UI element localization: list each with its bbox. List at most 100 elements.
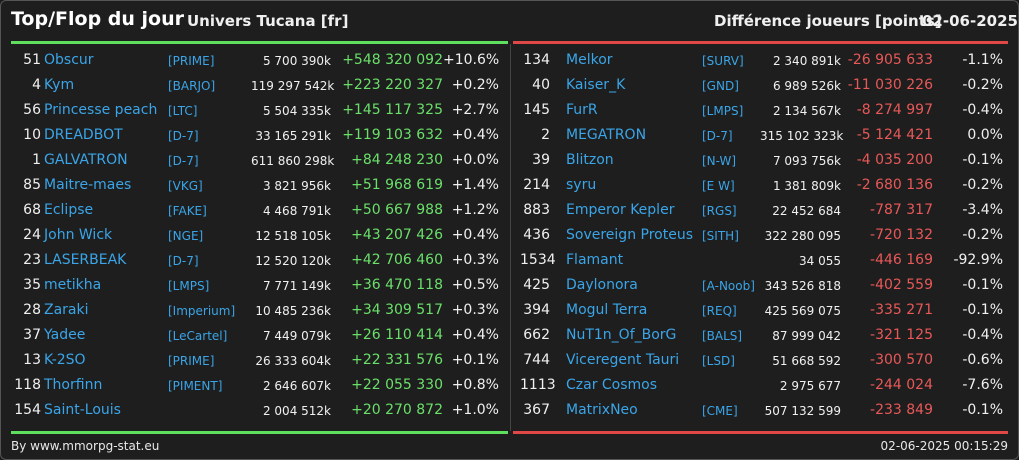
player-name-link[interactable]: DREADBOT bbox=[44, 127, 123, 143]
player-name-link[interactable]: Yadee bbox=[44, 327, 86, 343]
alliance-tag-link[interactable]: [FAKE] bbox=[168, 204, 207, 218]
player-name-link[interactable]: Daylonora bbox=[566, 277, 638, 293]
player-name-link[interactable]: Princesse peach bbox=[44, 102, 158, 118]
table-row: 4 Kym [BARJO] 119 297 542k +223 220 327 +0.2% bbox=[1, 73, 501, 98]
player-name-link[interactable]: John Wick bbox=[44, 227, 113, 243]
table-row: 662 NuT1n_Of_BorG [BALS] 87 999 042 -321 125… bbox=[510, 323, 1010, 348]
player-name-link[interactable]: MatrixNeo bbox=[566, 402, 638, 418]
alliance-tag-link[interactable]: [D-7] bbox=[168, 254, 199, 268]
player-points: 7 771 149k bbox=[262, 279, 331, 293]
alliance-tag-link[interactable]: [REQ] bbox=[702, 304, 737, 318]
header-date: 02-06-2025 bbox=[922, 12, 1018, 30]
player-name-link[interactable]: Emperor Kepler bbox=[566, 202, 675, 218]
points-difference: +50 667 988 bbox=[351, 202, 443, 218]
player-name-link[interactable]: FurR bbox=[566, 102, 598, 118]
points-difference: +145 117 325 bbox=[342, 102, 443, 118]
alliance-tag-link[interactable]: [RGS] bbox=[702, 204, 737, 218]
player-rank: 13 bbox=[23, 352, 41, 368]
points-difference: -11 030 226 bbox=[847, 77, 933, 93]
percent-change: -0.2% bbox=[962, 77, 1003, 93]
points-difference: +51 968 619 bbox=[351, 177, 443, 193]
player-name-link[interactable]: LASERBEAK bbox=[44, 252, 127, 268]
percent-change: +0.4% bbox=[451, 227, 499, 243]
player-name-link[interactable]: Blitzon bbox=[566, 152, 614, 168]
table-row: 2 MEGATRON [D-7] 315 102 323k -5 124 421 0.0% bbox=[510, 123, 1010, 148]
alliance-tag-link[interactable]: [SURV] bbox=[702, 54, 744, 68]
alliance-tag-link[interactable]: [LTC] bbox=[168, 104, 198, 118]
alliance-tag-link[interactable]: [E W] bbox=[702, 179, 735, 193]
player-name-link[interactable]: Maitre-maes bbox=[44, 177, 132, 193]
player-name-link[interactable]: GALVATRON bbox=[44, 152, 128, 168]
player-name-link[interactable]: syru bbox=[566, 177, 597, 193]
points-difference: -720 132 bbox=[870, 227, 933, 243]
player-name-link[interactable]: Thorfinn bbox=[44, 377, 103, 393]
player-name-link[interactable]: Kaiser_K bbox=[566, 77, 626, 93]
alliance-tag-link[interactable]: [Imperium] bbox=[168, 304, 236, 318]
alliance-tag-link[interactable]: [LMPS] bbox=[168, 279, 210, 293]
player-name-link[interactable]: NuT1n_Of_BorG bbox=[566, 327, 677, 343]
alliance-tag-link[interactable]: [A-Noob] bbox=[702, 279, 755, 293]
alliance-tag-link[interactable]: [VKG] bbox=[168, 179, 203, 193]
player-name-link[interactable]: Melkor bbox=[566, 52, 613, 68]
player-name-link[interactable]: Saint-Louis bbox=[44, 402, 121, 418]
percent-change: -0.2% bbox=[962, 227, 1003, 243]
player-rank: 134 bbox=[523, 52, 550, 68]
player-points: 5 700 390k bbox=[262, 54, 331, 68]
player-name-link[interactable]: MEGATRON bbox=[566, 127, 647, 143]
points-difference: +26 110 414 bbox=[351, 327, 443, 343]
alliance-tag-link[interactable]: [GND] bbox=[702, 79, 739, 93]
player-rank: 68 bbox=[23, 202, 41, 218]
player-name-link[interactable]: Czar Cosmos bbox=[566, 377, 658, 393]
table-row: 118 Thorfinn [PIMENT] 2 646 607k +22 055 330… bbox=[1, 373, 501, 398]
points-difference: +548 320 092 bbox=[342, 52, 443, 68]
alliance-tag-link[interactable]: [PRIME] bbox=[168, 354, 215, 368]
alliance-tag-link[interactable]: [D-7] bbox=[168, 154, 199, 168]
player-name-link[interactable]: Zaraki bbox=[44, 302, 89, 318]
player-rank: 4 bbox=[32, 77, 41, 93]
alliance-tag-link[interactable]: [NGE] bbox=[168, 229, 204, 243]
alliance-tag-link[interactable]: [BARJO] bbox=[168, 79, 216, 93]
player-points: 343 526 818 bbox=[764, 279, 841, 293]
player-points: 2 340 891k bbox=[772, 54, 841, 68]
player-points: 2 975 677 bbox=[779, 379, 841, 393]
player-rank: 85 bbox=[23, 177, 41, 193]
alliance-tag-link[interactable]: [SITH] bbox=[702, 229, 739, 243]
top-section-line bbox=[11, 41, 508, 44]
table-row: 744 Viceregent Tauri [LSD] 51 668 592 -300 5… bbox=[510, 348, 1010, 373]
player-rank: 436 bbox=[523, 227, 550, 243]
player-name-link[interactable]: K-2SO bbox=[44, 352, 86, 368]
points-difference: -321 125 bbox=[870, 327, 933, 343]
player-name-link[interactable]: Kym bbox=[44, 77, 75, 93]
percent-change: -7.6% bbox=[962, 377, 1003, 393]
column-divider bbox=[510, 44, 511, 431]
points-difference: -787 317 bbox=[870, 202, 933, 218]
player-name-link[interactable]: Mogul Terra bbox=[566, 302, 648, 318]
alliance-tag-link[interactable]: [PIMENT] bbox=[168, 379, 223, 393]
player-name-link[interactable]: Obscur bbox=[44, 52, 94, 68]
alliance-tag-link[interactable]: [LeCartel] bbox=[168, 329, 228, 343]
player-name-link[interactable]: Viceregent Tauri bbox=[566, 352, 680, 368]
table-row: 883 Emperor Kepler [RGS] 22 452 684 -787 317… bbox=[510, 198, 1010, 223]
percent-change: +2.7% bbox=[451, 102, 499, 118]
alliance-tag-link[interactable]: [BALS] bbox=[702, 329, 743, 343]
player-points: 26 333 604k bbox=[255, 354, 331, 368]
player-name-link[interactable]: Sovereign Proteus bbox=[566, 227, 693, 243]
alliance-tag-link[interactable]: [LSD] bbox=[702, 354, 735, 368]
table-row: 1534 Flamant 34 055 -446 169 -92.9% bbox=[510, 248, 1010, 273]
points-difference: -8 274 997 bbox=[856, 102, 933, 118]
player-points: 12 520 120k bbox=[255, 254, 331, 268]
table-row: 134 Melkor [SURV] 2 340 891k -26 905 633 -1.1… bbox=[510, 48, 1010, 73]
player-points: 33 165 291k bbox=[255, 129, 331, 143]
metric-label: Différence joueurs [points] bbox=[714, 12, 942, 30]
player-name-link[interactable]: Eclipse bbox=[44, 202, 94, 218]
player-name-link[interactable]: metikha bbox=[44, 277, 102, 293]
alliance-tag-link[interactable]: [D-7] bbox=[168, 129, 199, 143]
points-difference: +20 270 872 bbox=[351, 402, 443, 418]
player-name-link[interactable]: Flamant bbox=[566, 252, 624, 268]
alliance-tag-link[interactable]: [D-7] bbox=[702, 129, 733, 143]
alliance-tag-link[interactable]: [CME] bbox=[702, 404, 738, 418]
alliance-tag-link[interactable]: [LMPS] bbox=[702, 104, 744, 118]
player-points: 7 449 079k bbox=[262, 329, 331, 343]
alliance-tag-link[interactable]: [N-W] bbox=[702, 154, 737, 168]
alliance-tag-link[interactable]: [PRIME] bbox=[168, 54, 215, 68]
